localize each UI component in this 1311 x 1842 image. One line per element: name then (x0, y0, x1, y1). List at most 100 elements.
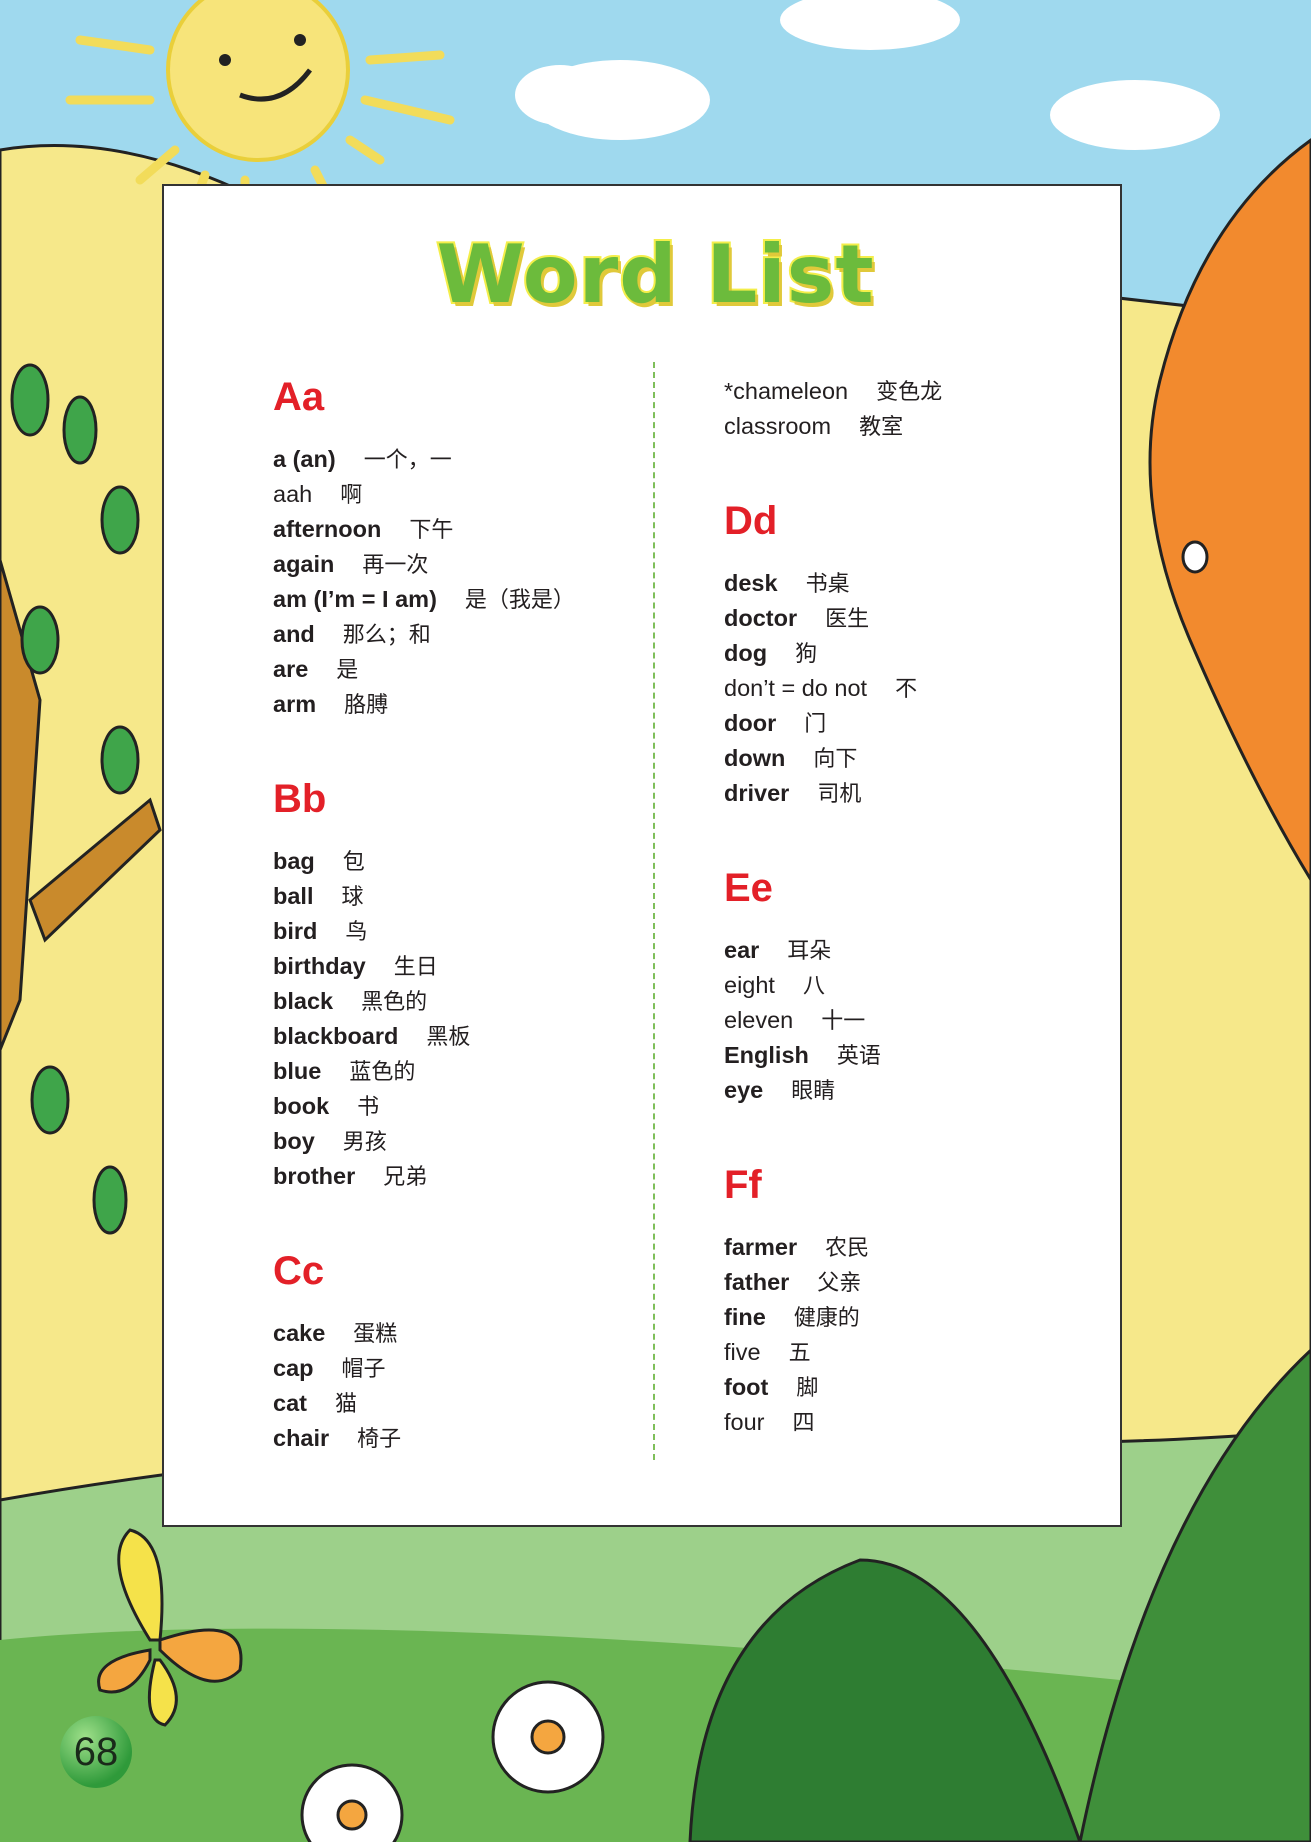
chinese-meaning: 脚 (796, 1376, 819, 1401)
word-entry: dog 狗 (724, 636, 942, 671)
orange-creature-icon (1148, 138, 1311, 883)
word-entry: am (I’m = I am) 是（我是） (273, 582, 575, 617)
column-divider (653, 362, 655, 1460)
page-title: Word List (434, 226, 875, 323)
chinese-meaning: 帽子 (341, 1357, 386, 1382)
english-word: aah (273, 481, 313, 507)
word-entry: eye 眼睛 (724, 1073, 942, 1108)
chinese-meaning: 黑板 (426, 1025, 471, 1050)
butterfly-icon (97, 1528, 243, 1727)
word-entry: five 五 (724, 1335, 942, 1370)
english-word: English (724, 1042, 809, 1068)
letter-heading: Cc (273, 1249, 325, 1293)
chinese-meaning: 男孩 (342, 1130, 387, 1155)
chinese-meaning: 教室 (859, 415, 904, 440)
letter-section: Ff farmer 农民 father 父亲 fine 健康的 five 五 foot 脚 four 四 (724, 1162, 942, 1440)
word-entry: blue 蓝色的 (273, 1054, 575, 1089)
word-entry: four 四 (724, 1405, 942, 1440)
english-word: again (273, 551, 335, 577)
english-word: cap (273, 1355, 314, 1381)
word-entry: arm 胳膊 (273, 687, 575, 722)
chinese-meaning: 再一次 (362, 553, 429, 578)
chinese-meaning: 下午 (409, 518, 454, 543)
english-word: foot (724, 1374, 769, 1400)
flower-icon (300, 1680, 605, 1842)
letter-section: *chameleon 变色龙 classroom 教室 (724, 374, 942, 444)
tree-icon (0, 363, 162, 1235)
english-word: afternoon (273, 516, 382, 542)
letter-heading: Bb (273, 777, 327, 821)
word-entry: don’t = do not 不 (724, 671, 942, 706)
word-entry: cake 蛋糕 (273, 1316, 575, 1351)
chinese-meaning: 蛋糕 (353, 1322, 398, 1347)
letter-section: Dd desk 书桌 doctor 医生 dog 狗 don’t = do not 不 door 门… (724, 498, 942, 811)
chinese-meaning: 书桌 (805, 572, 850, 597)
word-entry: English 英语 (724, 1038, 942, 1073)
english-word: blue (273, 1058, 322, 1084)
word-entry: eleven 十一 (724, 1003, 942, 1038)
english-word: birthday (273, 953, 366, 979)
word-entry: fine 健康的 (724, 1300, 942, 1335)
chinese-meaning: 狗 (795, 642, 818, 667)
chinese-meaning: 那么；和 (342, 623, 431, 648)
word-entry: aah 啊 (273, 477, 575, 512)
english-word: book (273, 1093, 330, 1119)
word-entry: foot 脚 (724, 1370, 942, 1405)
letter-section: Bb bag 包 ball 球 bird 鸟 birthday 生日 black 黑色的 blackb… (273, 776, 575, 1194)
letter-heading: Aa (273, 375, 325, 419)
grass-blade-icon (688, 1347, 1311, 1842)
chinese-meaning: 包 (342, 850, 365, 875)
chinese-meaning: 四 (792, 1411, 815, 1436)
english-word: eye (724, 1077, 764, 1103)
word-entry: bird 鸟 (273, 914, 575, 949)
english-word: black (273, 988, 334, 1014)
word-entry: cat 猫 (273, 1386, 575, 1421)
english-word: are (273, 656, 309, 682)
english-word: four (724, 1409, 765, 1435)
word-entry: are 是 (273, 652, 575, 687)
word-entry: bag 包 (273, 844, 575, 879)
chinese-meaning: 门 (804, 712, 827, 737)
english-word: and (273, 621, 315, 647)
letter-heading: Ff (724, 1163, 762, 1207)
chinese-meaning: 司机 (817, 782, 862, 807)
english-word: eight (724, 972, 775, 998)
chinese-meaning: 农民 (825, 1236, 870, 1261)
english-word: driver (724, 780, 790, 806)
english-word: desk (724, 570, 778, 596)
chinese-meaning: 书 (357, 1095, 380, 1120)
word-entry: black 黑色的 (273, 984, 575, 1019)
chinese-meaning: 耳朵 (787, 939, 832, 964)
right-column: *chameleon 变色龙 classroom 教室 Dd desk 书桌 doctor 医生… (724, 374, 942, 1494)
word-list-card (162, 184, 1122, 1527)
word-entry: ball 球 (273, 879, 575, 914)
english-word: down (724, 745, 786, 771)
chinese-meaning: 一个，一 (363, 448, 452, 473)
word-entry: afternoon 下午 (273, 512, 575, 547)
chinese-meaning: 是（我是） (464, 588, 575, 613)
chinese-meaning: 向下 (813, 747, 858, 772)
word-entry: door 门 (724, 706, 942, 741)
english-word: *chameleon (724, 378, 849, 404)
word-entry: chair 椅子 (273, 1421, 575, 1456)
english-word: chair (273, 1425, 330, 1451)
word-entry: doctor 医生 (724, 601, 942, 636)
english-word: classroom (724, 413, 832, 439)
chinese-meaning: 胳膊 (344, 693, 389, 718)
english-word: ball (273, 883, 314, 909)
cloud-icon (515, 0, 1220, 150)
word-entry: book 书 (273, 1089, 575, 1124)
english-word: doctor (724, 605, 798, 631)
chinese-meaning: 椅子 (357, 1427, 402, 1452)
chinese-meaning: 猫 (334, 1392, 357, 1417)
english-word: bag (273, 848, 315, 874)
chinese-meaning: 兄弟 (383, 1165, 428, 1190)
chinese-meaning: 黑色的 (361, 990, 428, 1015)
left-column: Aa a (an) 一个，一 aah 啊 afternoon 下午 again 再一次 am (I… (273, 374, 575, 1510)
chinese-meaning: 啊 (340, 483, 363, 508)
chinese-meaning: 八 (802, 974, 825, 999)
english-word: brother (273, 1163, 356, 1189)
chinese-meaning: 变色龙 (876, 380, 943, 405)
english-word: door (724, 710, 777, 736)
chinese-meaning: 是 (336, 658, 359, 683)
